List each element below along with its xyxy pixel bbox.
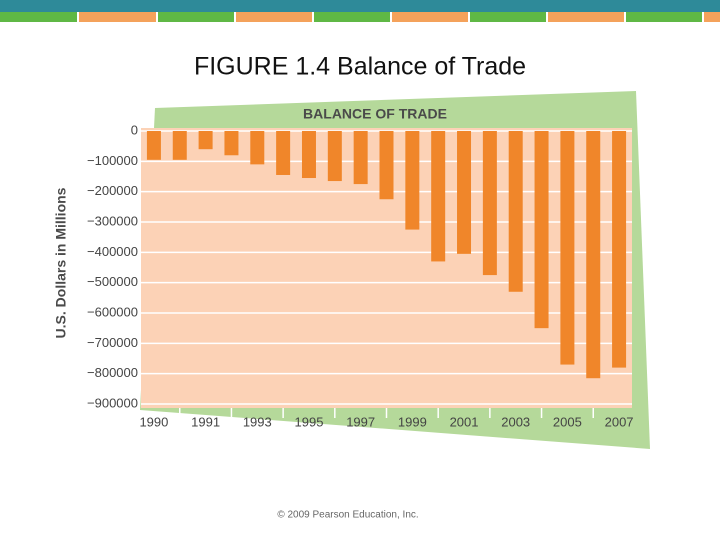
bar <box>379 131 394 200</box>
bar <box>586 131 601 379</box>
y-tick-label: −200000 <box>87 183 138 198</box>
x-tick-label: 2005 <box>553 414 582 429</box>
y-axis-label: U.S. Dollars in Millions <box>53 187 69 338</box>
bar <box>534 131 549 329</box>
bar <box>431 131 446 262</box>
bar <box>146 131 161 160</box>
bar <box>327 131 342 182</box>
bar <box>198 131 213 150</box>
bar <box>405 131 420 230</box>
bar <box>224 131 239 156</box>
y-tick-label: −300000 <box>87 213 138 228</box>
y-tick-label: −800000 <box>87 365 138 380</box>
x-tick-label: 2001 <box>450 414 479 429</box>
x-tick-label: 1991 <box>191 414 220 429</box>
bar <box>301 131 316 179</box>
top-band <box>0 0 720 12</box>
y-tick-label: 0 <box>131 122 138 137</box>
bar <box>250 131 265 165</box>
x-tick-label: 1990 <box>139 414 168 429</box>
slide-title: FIGURE 1.4 Balance of Trade <box>194 53 526 81</box>
y-tick-label: −900000 <box>87 395 138 410</box>
x-tick-label: 2003 <box>501 414 530 429</box>
footer: © 2009 Pearson Education, Inc. <box>277 510 418 521</box>
y-tick-label: −100000 <box>87 153 138 168</box>
x-tick-label: 1997 <box>346 414 375 429</box>
chart-title: BALANCE OF TRADE <box>303 106 447 122</box>
x-tick-label: 1993 <box>243 414 272 429</box>
x-tick-label: 1995 <box>295 414 324 429</box>
x-tick-label: 2007 <box>605 414 634 429</box>
bar <box>276 131 291 175</box>
bar <box>508 131 523 292</box>
bar <box>612 131 627 368</box>
bar <box>560 131 575 365</box>
bar <box>172 131 187 160</box>
x-tick-label: 1999 <box>398 414 427 429</box>
bar <box>482 131 497 276</box>
y-tick-label: −500000 <box>87 274 138 289</box>
y-tick-label: −700000 <box>87 335 138 350</box>
bar <box>353 131 368 185</box>
y-tick-label: −400000 <box>87 244 138 259</box>
bar <box>457 131 472 254</box>
top-strip <box>0 12 720 22</box>
y-tick-label: −600000 <box>87 304 138 319</box>
